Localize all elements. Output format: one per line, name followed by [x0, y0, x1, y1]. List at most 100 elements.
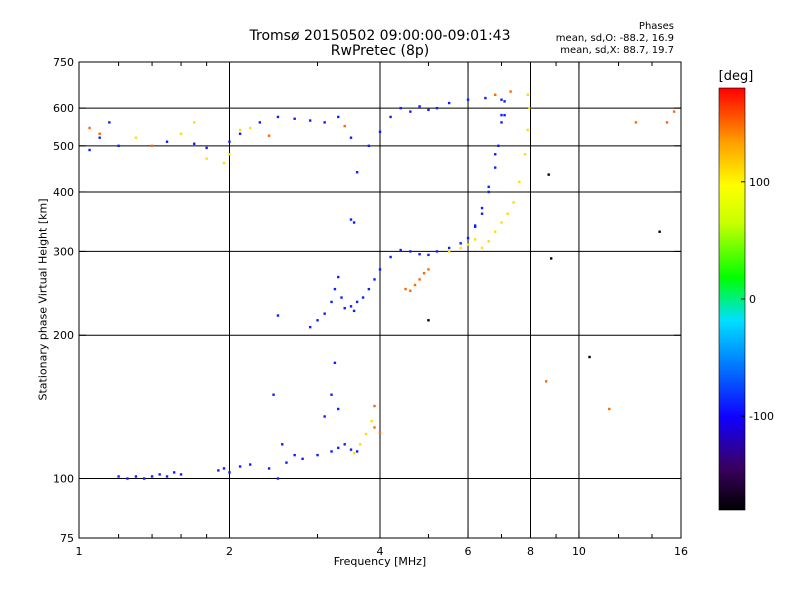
- echo-point: [466, 236, 470, 240]
- echo-point: [337, 275, 340, 279]
- echo-point: [150, 475, 154, 478]
- echo-point: [427, 253, 430, 257]
- echo-point: [238, 132, 242, 135]
- echo-point: [634, 121, 638, 124]
- echo-point: [435, 106, 439, 110]
- echo-point: [205, 146, 208, 150]
- echo-point: [134, 475, 138, 478]
- echo-point: [355, 450, 359, 453]
- echo-point: [276, 477, 280, 480]
- echo-point: [308, 119, 312, 122]
- echo-point: [267, 134, 271, 137]
- echo-point: [500, 98, 503, 101]
- echo-point: [333, 287, 337, 291]
- echo-point: [373, 404, 376, 408]
- echo-point: [193, 142, 196, 145]
- echo-point: [418, 278, 421, 281]
- echo-point: [487, 190, 490, 194]
- echo-point: [500, 121, 503, 124]
- echo-point: [337, 407, 340, 411]
- y-axis-label: Stationary phase Virtual Height [km]: [36, 198, 50, 401]
- echo-point: [672, 110, 676, 113]
- echo-point: [222, 467, 226, 470]
- echo-point: [409, 110, 412, 113]
- echo-point: [549, 257, 553, 260]
- echo-point: [301, 457, 304, 461]
- echo-point: [466, 98, 470, 101]
- echo-point: [330, 300, 333, 304]
- echo-point: [88, 148, 91, 152]
- echo-point: [293, 453, 296, 457]
- phase-stats: Phases mean, sd,O: -88.2, 16.9 mean, sd,…: [556, 21, 674, 57]
- echo-point: [117, 475, 120, 478]
- echo-point: [484, 96, 487, 100]
- axis-ticks: 1 2 4 6 8 10 16 75 100 200 300 400 500 600 750: [53, 56, 688, 558]
- phase-stats-x: mean, sd,X: 88.7, 19.7: [560, 45, 674, 56]
- echo-point: [134, 136, 138, 139]
- chart-title: Tromsø 20150502 09:00:00-09:01:43: [249, 28, 511, 44]
- echo-point: [588, 355, 591, 359]
- echo-point: [267, 467, 271, 470]
- echo-point: [473, 225, 477, 228]
- echo-point: [337, 446, 340, 450]
- echo-point: [487, 240, 490, 243]
- echo-point: [352, 452, 356, 455]
- echo-point: [409, 289, 412, 292]
- echo-point: [358, 443, 362, 446]
- echo-point: [330, 450, 333, 453]
- echo-point: [323, 415, 326, 418]
- echo-point: [337, 115, 340, 119]
- echo-point: [494, 230, 497, 233]
- echo-point: [248, 463, 252, 466]
- y-tick-label: 400: [53, 186, 74, 199]
- echo-point: [435, 250, 439, 253]
- x-tick-label: 1: [76, 545, 83, 558]
- echo-point: [447, 246, 451, 250]
- y-tick-label: 100: [53, 473, 74, 486]
- x-tick-label: 4: [377, 545, 384, 558]
- echo-point: [473, 224, 477, 227]
- echo-point: [158, 473, 161, 476]
- colorbar-ticks: 100 0 -100: [741, 176, 774, 423]
- echo-point: [179, 132, 183, 135]
- echo-point: [349, 218, 353, 221]
- echo-point: [466, 243, 470, 246]
- echo-point: [228, 153, 231, 156]
- echo-point: [349, 305, 353, 308]
- echo-point: [509, 90, 512, 93]
- echo-point: [238, 465, 242, 468]
- echo-point: [427, 319, 430, 322]
- echo-point: [367, 287, 371, 291]
- echo-point: [427, 268, 430, 271]
- echo-point: [545, 380, 548, 383]
- echo-point: [506, 212, 509, 215]
- echo-point: [228, 471, 231, 474]
- echo-point: [355, 300, 359, 304]
- echo-point: [258, 121, 262, 124]
- echo-point: [399, 248, 402, 252]
- echo-point: [459, 242, 462, 245]
- echo-point: [378, 431, 382, 434]
- echo-point: [88, 126, 91, 130]
- echo-point: [222, 161, 226, 165]
- y-tick-label: 600: [53, 102, 74, 115]
- echo-point: [98, 132, 101, 135]
- echo-point: [108, 121, 111, 124]
- echo-point: [494, 166, 497, 169]
- colorbar-tick-label: -100: [749, 410, 774, 423]
- phase-stats-o: mean, sd,O: -88.2, 16.9: [555, 33, 674, 44]
- echo-point: [248, 126, 252, 130]
- echo-point: [378, 130, 382, 134]
- echo-point: [523, 153, 527, 156]
- echo-point: [378, 268, 382, 271]
- echo-point: [413, 283, 417, 287]
- echo-point: [500, 113, 503, 117]
- echo-point: [373, 426, 376, 429]
- echo-point: [343, 124, 346, 128]
- colorbar-tick-label: 0: [749, 293, 756, 306]
- echo-point: [352, 221, 356, 224]
- echo-point: [418, 105, 421, 108]
- echo-point: [238, 128, 242, 132]
- y-tick-label: 75: [60, 532, 74, 545]
